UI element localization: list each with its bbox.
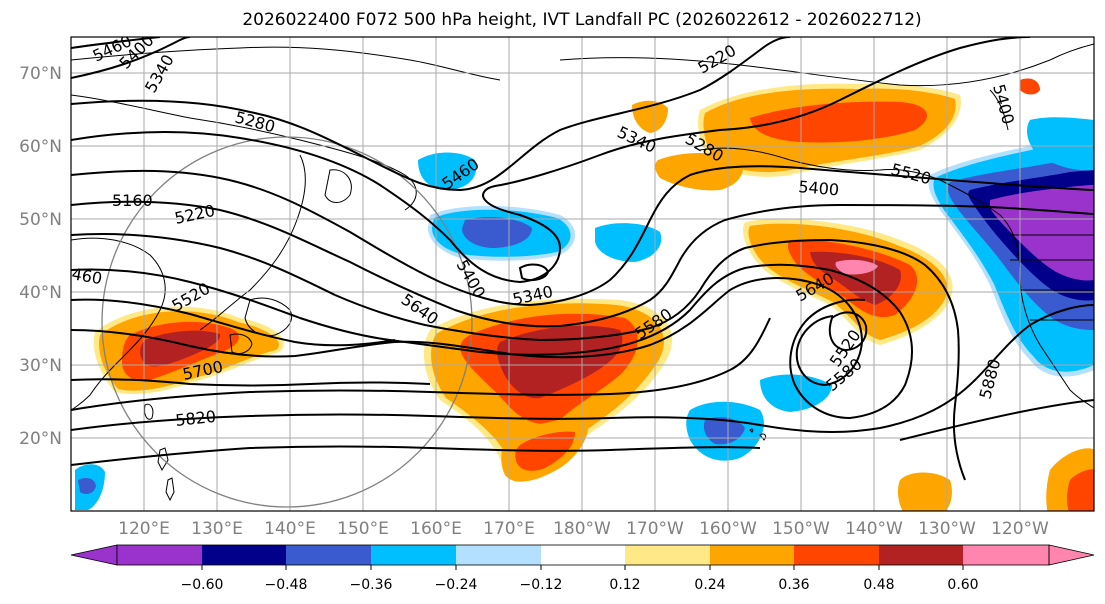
lon-label: 170°E	[483, 519, 535, 539]
lat-label: 20°N	[19, 429, 62, 449]
lon-label: 130°W	[918, 519, 976, 539]
longitude-axis: 120°E 130°E 140°E 150°E 160°E 170°E 180°…	[118, 519, 1049, 539]
colorbar-tick-label: 0.12	[609, 577, 640, 593]
lon-label: 150°W	[772, 519, 830, 539]
figure-title: 2026022400 F072 500 hPa height, IVT Land…	[242, 10, 921, 30]
latitude-axis: 70°N 60°N 50°N 40°N 30°N 20°N	[19, 64, 62, 449]
lat-label: 50°N	[19, 210, 62, 230]
colorbar-tick-label: −0.12	[520, 577, 563, 593]
colorbar-tick-label: 0.24	[694, 577, 725, 593]
colorbar-segment	[456, 545, 541, 565]
colorbar-tick-label: −0.48	[265, 577, 308, 593]
ivt-negative-shading	[75, 117, 1094, 510]
colorbar-segment	[794, 545, 879, 565]
lat-label: 40°N	[19, 283, 62, 303]
colorbar-segment	[541, 545, 625, 565]
lon-label: 170°W	[626, 519, 684, 539]
ivt-region-hawaii-southeast	[897, 472, 952, 511]
colorbar-tick-label: 0.36	[778, 577, 809, 593]
colorbar-tick-label: −0.24	[435, 577, 478, 593]
lat-label: 30°N	[19, 356, 62, 376]
colorbar-frame	[116, 544, 1050, 566]
colorbar-tick-labels: −0.60 −0.48 −0.36 −0.24 −0.12 0.12 0.24 …	[181, 577, 979, 593]
lat-label: 60°N	[19, 137, 62, 157]
map-panel: 5460 5400 5340 5280 5160 5220 460 5520 5…	[19, 36, 1095, 539]
lon-label: 150°E	[337, 519, 389, 539]
colorbar-segment	[963, 545, 1049, 565]
map-frame	[70, 36, 1095, 512]
contour-label: 5400	[798, 177, 840, 199]
colorbar-extend-max	[1048, 544, 1095, 566]
lon-label: 140°W	[845, 519, 903, 539]
lat-label: 70°N	[19, 64, 62, 84]
colorbar: −0.60 −0.48 −0.36 −0.24 −0.12 0.12 0.24 …	[70, 544, 1095, 593]
graticule	[71, 37, 1094, 511]
lon-label: 120°E	[118, 519, 170, 539]
colorbar-segment	[625, 545, 710, 565]
lon-label: 130°E	[191, 519, 243, 539]
colorbar-tick-label: 0.48	[863, 577, 894, 593]
colorbar-ticks	[201, 565, 964, 570]
contour-label: 5160	[112, 191, 153, 210]
colorbar-segment	[710, 545, 794, 565]
colorbar-segment	[202, 545, 286, 565]
height-contours	[71, 37, 1094, 481]
colorbar-extend-min	[70, 544, 118, 566]
lon-label: 140°E	[264, 519, 316, 539]
lon-label: 180°W	[553, 519, 611, 539]
lon-label: 160°W	[699, 519, 757, 539]
range-ring	[101, 136, 473, 508]
colorbar-segment	[117, 545, 202, 565]
colorbar-tick-label: −0.36	[350, 577, 393, 593]
colorbar-tick-label: −0.60	[181, 577, 224, 593]
colorbar-segment	[371, 545, 456, 565]
colorbar-tick-label: 0.60	[947, 577, 978, 593]
colorbar-segment	[879, 545, 963, 565]
lon-label: 160°E	[410, 519, 462, 539]
colorbar-segment	[286, 545, 371, 565]
contour-label: 5820	[174, 407, 216, 430]
lon-label: 120°W	[991, 519, 1049, 539]
